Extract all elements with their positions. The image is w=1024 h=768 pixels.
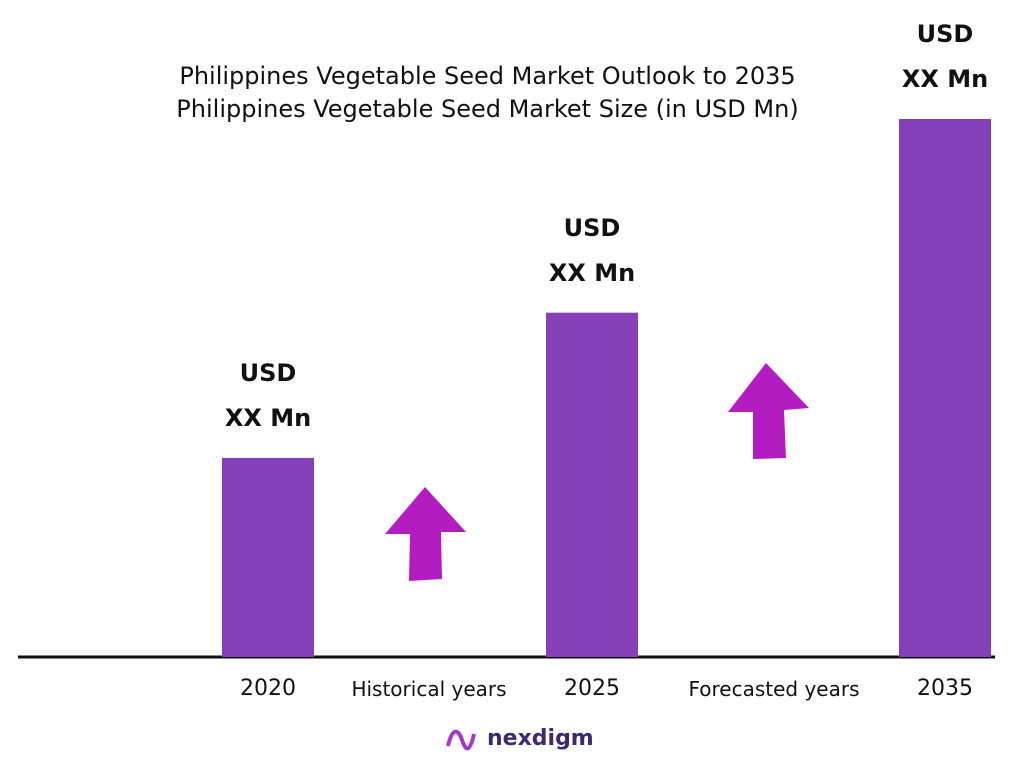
arrow-up bbox=[385, 487, 466, 581]
logo: nexdigm bbox=[487, 726, 594, 751]
value-label: USD XX Mn bbox=[224, 358, 312, 432]
bar bbox=[546, 312, 638, 657]
bar bbox=[222, 457, 314, 657]
annotation: Forecasted years bbox=[688, 677, 860, 701]
x-tick-label: 2035 bbox=[917, 676, 973, 701]
logo-icon bbox=[446, 729, 476, 751]
arrow-up bbox=[728, 363, 809, 459]
value-label: USD XX Mn bbox=[901, 20, 989, 93]
chart-title: Philippines Vegetable Seed Market Outloo… bbox=[179, 62, 796, 90]
annotation: Historical years bbox=[351, 677, 507, 701]
value-label: USD XX Mn bbox=[548, 213, 636, 287]
x-tick-label: 2025 bbox=[564, 676, 620, 701]
chart-subtitle: Philippines Vegetable Seed Market Size (… bbox=[176, 95, 799, 123]
bar bbox=[899, 119, 991, 657]
x-tick-label: 2020 bbox=[240, 676, 296, 701]
